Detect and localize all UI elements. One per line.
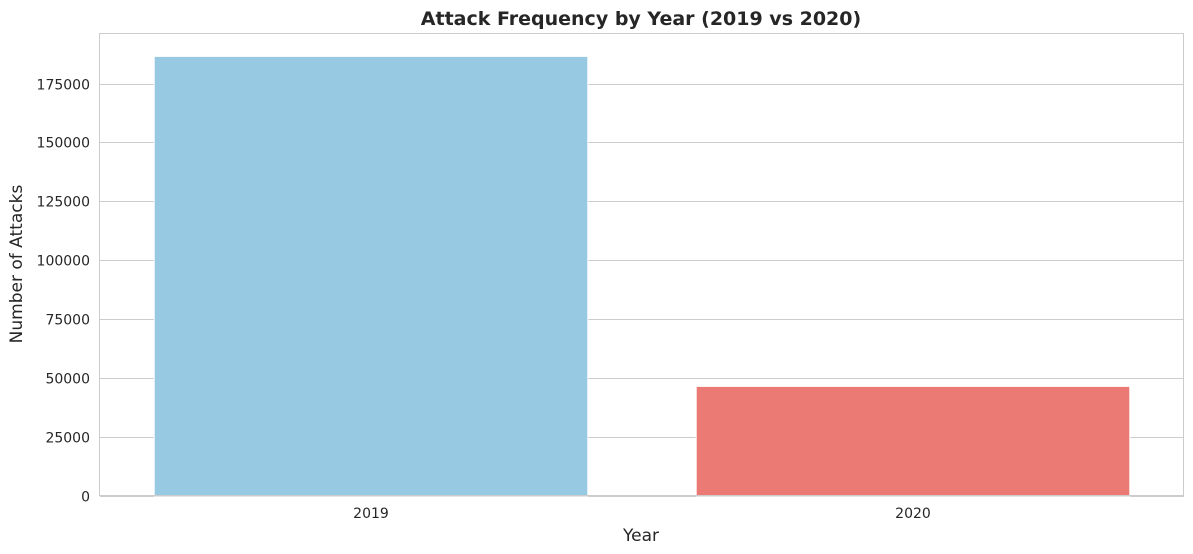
y-tick-label-5: 125000 [37, 195, 90, 211]
y-tick-label-0: 0 [81, 490, 90, 506]
y-tick-label-6: 150000 [37, 136, 90, 152]
y-tick-label-1: 25000 [45, 431, 90, 447]
bar-2020 [695, 385, 1131, 497]
y-tick-label-3: 75000 [45, 313, 90, 329]
x-tick-label-2020: 2020 [895, 506, 931, 522]
bars [153, 55, 1131, 497]
x-tick-label-2019: 2019 [353, 506, 389, 522]
y-tick-labels: 0 25000 50000 75000 100000 125000 150000 175000 [37, 78, 90, 506]
y-tick-label-2: 50000 [45, 372, 90, 388]
x-tick-labels: 2019 2020 [353, 506, 931, 522]
bar-2019 [153, 55, 589, 497]
chart-title: Attack Frequency by Year (2019 vs 2020) [421, 8, 861, 30]
y-tick-label-4: 100000 [37, 254, 90, 270]
y-axis-label: Number of Attacks [7, 185, 27, 344]
y-tick-label-7: 175000 [37, 78, 90, 94]
plot-frame [99, 33, 1184, 496]
x-axis-label: Year [622, 526, 659, 546]
